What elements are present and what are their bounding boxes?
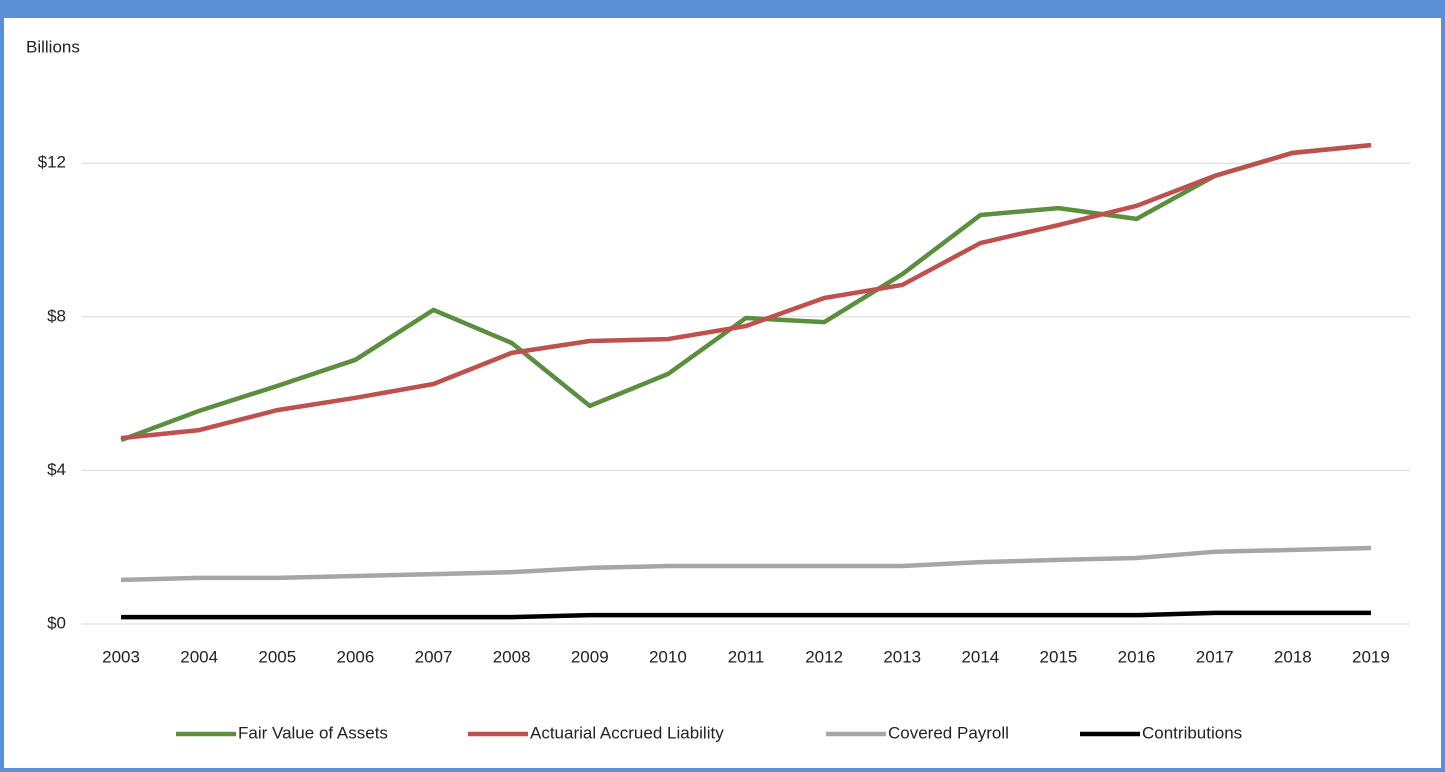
- y-axis-label: Billions: [26, 37, 80, 56]
- series-line: [121, 545, 1371, 583]
- x-tick-label: 2006: [336, 647, 374, 666]
- x-tick-label: 2003: [102, 647, 140, 666]
- y-tick-label: $12: [38, 153, 66, 172]
- x-tick-label: 2007: [415, 647, 453, 666]
- y-tick-label: $8: [47, 306, 66, 325]
- series-line: [120, 142, 1372, 443]
- x-tick-label: 2011: [728, 647, 765, 666]
- x-tick-label: 2012: [805, 647, 843, 666]
- x-tick-label: 2005: [258, 647, 296, 666]
- series-line: [121, 610, 1371, 620]
- legend-label: Covered Payroll: [888, 723, 1009, 742]
- x-tick-label: 2013: [883, 647, 921, 666]
- legend-label: Actuarial Accrued Liability: [530, 723, 724, 742]
- x-tick-label: 2017: [1196, 647, 1234, 666]
- x-tick-label: 2015: [1040, 647, 1078, 666]
- x-tick-label: 2019: [1352, 647, 1390, 666]
- x-tick-label: 2010: [649, 647, 687, 666]
- x-tick-label: 2008: [493, 647, 531, 666]
- legend-label: Fair Value of Assets: [238, 723, 388, 742]
- x-tick-label: 2004: [180, 647, 218, 666]
- x-tick-label: 2014: [961, 647, 999, 666]
- x-tick-label: 2016: [1118, 647, 1156, 666]
- x-tick-label: 2018: [1274, 647, 1312, 666]
- series-line: [120, 142, 1372, 441]
- x-tick-label: 2009: [571, 647, 609, 666]
- y-tick-label: $0: [47, 613, 66, 632]
- y-tick-label: $4: [47, 460, 66, 479]
- chart-area: [4, 18, 1441, 768]
- legend-label: Contributions: [1142, 723, 1242, 742]
